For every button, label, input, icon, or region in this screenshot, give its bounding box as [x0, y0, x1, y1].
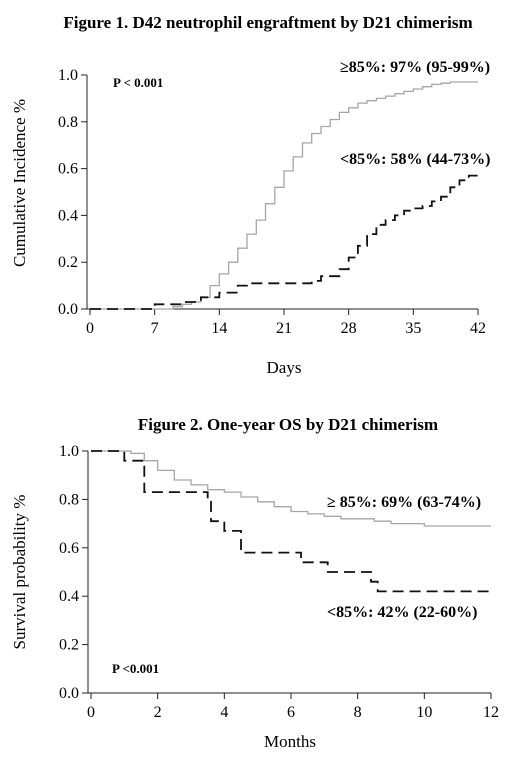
- chart-1-xlabel: Days: [267, 358, 302, 377]
- chart-1-x-tick-label: 28: [341, 320, 357, 337]
- chart-2-ylabel: Survival probability %: [10, 495, 29, 650]
- chart-2-y-tick-label: 0.0: [59, 685, 79, 702]
- chart-1-x-tick-label: 35: [405, 320, 421, 337]
- chart-1-y-tick-label: 0.0: [58, 301, 78, 318]
- chart-1-series-below-85-line: [90, 173, 479, 310]
- chart-2: Figure 2. One-year OS by D21 chimerism 0…: [10, 415, 499, 751]
- chart-2-annotation-low: <85%: 42% (22-60%): [327, 604, 477, 621]
- chart-2-x-tick-label: 6: [287, 704, 295, 721]
- chart-1-y-tick-label: 0.8: [58, 114, 78, 131]
- chart-1-y-tick-label: 0.6: [58, 161, 78, 178]
- chart-2-x-tick-label: 8: [354, 704, 362, 721]
- chart-1-y-tick-label: 0.2: [58, 254, 78, 271]
- chart-1-x-tick-label: 21: [276, 320, 292, 337]
- chart-1-series-above-85-line: [90, 81, 478, 310]
- chart-2-y-tick-label: 0.6: [59, 540, 79, 557]
- chart-2-x-tick-label: 4: [220, 704, 228, 721]
- chart-2-plot-area: 0 2 4 6 8 10 12 0.0 0.2 0.4 0.6 0.8 1.0: [59, 443, 499, 721]
- chart-1-y-tick-label: 0.4: [58, 207, 78, 224]
- chart-1-x-tick-label: 14: [211, 320, 227, 337]
- chart-2-x-tick-label: 12: [483, 704, 499, 721]
- chart-2-title: Figure 2. One-year OS by D21 chimerism: [138, 415, 438, 434]
- chart-1-pvalue: P < 0.001: [113, 75, 163, 90]
- chart-1-y-tick-label: 1.0: [58, 67, 78, 84]
- chart-1-annotation-high: ≥85%: 97% (95-99%): [340, 59, 490, 76]
- chart-2-pvalue: P <0.001: [112, 661, 159, 676]
- chart-2-y-tick-label: 0.4: [59, 588, 79, 605]
- chart-2-y-tick-label: 1.0: [59, 443, 79, 460]
- chart-2-xlabel: Months: [264, 732, 316, 751]
- chart-2-series-above-85-line: [91, 450, 491, 527]
- chart-1-plot-area: 0 7 14 21 28 35 42 0.0 0.2 0.4 0.6 0.8 1.0: [58, 67, 486, 337]
- chart-2-x-tick-label: 2: [154, 704, 162, 721]
- chart-1-annotation-low: <85%: 58% (44-73%): [340, 151, 490, 168]
- chart-2-x-tick-label: 10: [416, 704, 432, 721]
- chart-1-x-tick-label: 0: [86, 320, 94, 337]
- chart-2-series-below-85-line: [91, 450, 491, 593]
- chart-1-x-tick-label: 7: [151, 320, 159, 337]
- chart-1-ylabel: Cumulative Incidence %: [10, 99, 29, 267]
- chart-2-y-tick-label: 0.2: [59, 637, 79, 654]
- chart-2-x-tick-label: 0: [87, 704, 95, 721]
- chart-1-x-tick-label: 42: [470, 320, 486, 337]
- chart-1: Figure 1. D42 neutrophil engraftment by …: [10, 13, 490, 377]
- chart-1-title: Figure 1. D42 neutrophil engraftment by …: [63, 13, 472, 32]
- chart-2-y-tick-label: 0.8: [59, 491, 79, 508]
- chart-2-annotation-high: ≥ 85%: 69% (63-74%): [327, 494, 481, 511]
